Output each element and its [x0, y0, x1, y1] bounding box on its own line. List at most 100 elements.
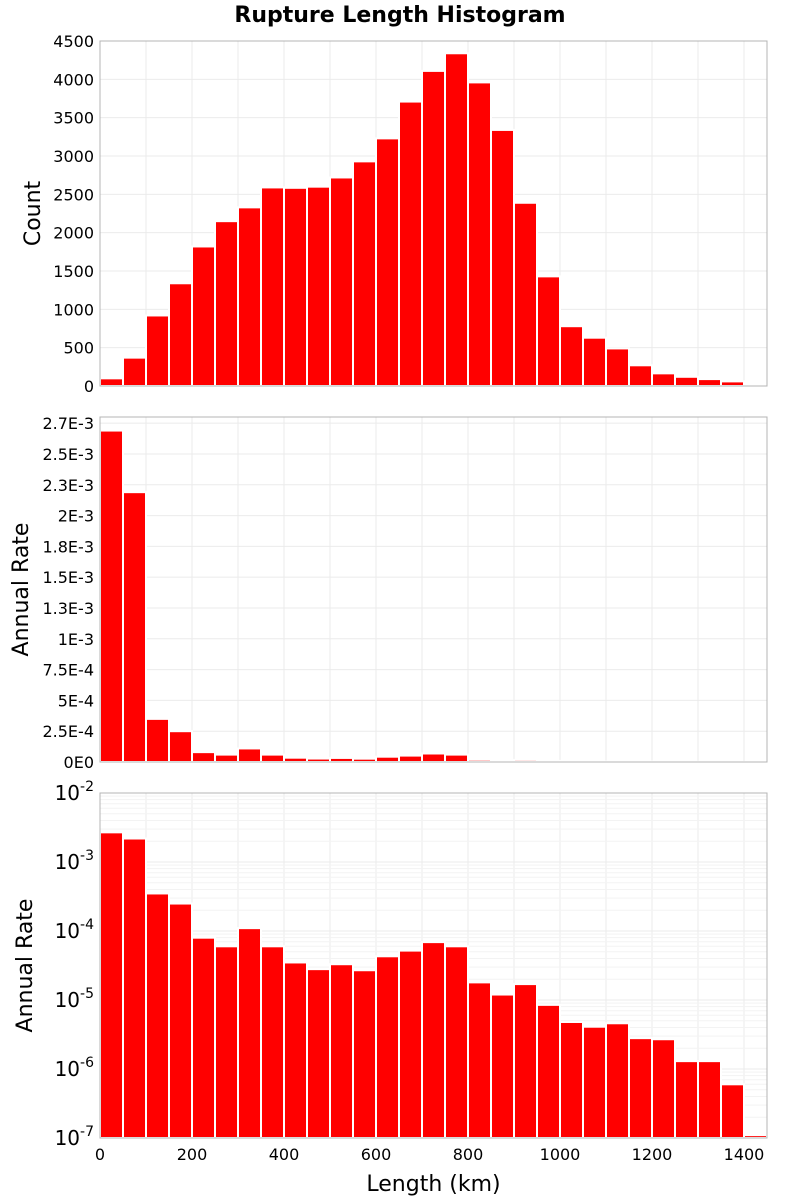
y-tick-label: 2.3E-3	[42, 476, 94, 495]
bar	[99, 377, 124, 388]
bar	[99, 429, 124, 763]
y-tick-label: 0	[84, 377, 94, 396]
bar	[214, 220, 239, 387]
y-tick-label: 10-2	[55, 779, 94, 805]
y-tick-label: 1000	[53, 300, 94, 319]
bar	[375, 137, 400, 387]
x-tick-label: 600	[361, 1145, 392, 1164]
y-tick-label: 7.5E-4	[42, 661, 94, 680]
bar	[191, 936, 216, 1139]
y-tick-label: 2.5E-4	[42, 722, 94, 741]
bar	[605, 1022, 630, 1140]
bar	[720, 380, 745, 387]
bar	[444, 52, 469, 388]
y-tick-label: 0E0	[64, 753, 94, 772]
bar	[237, 927, 262, 1140]
bar	[214, 753, 239, 763]
x-tick-label: 1000	[540, 1145, 581, 1164]
bar	[720, 1083, 745, 1140]
y-tick-label: 10-3	[55, 848, 94, 874]
bar	[674, 375, 699, 387]
y-tick-label: 1500	[53, 262, 94, 281]
bar	[421, 941, 446, 1139]
y-tick-label: 10-6	[55, 1055, 95, 1081]
y-tick-label: 10-5	[55, 986, 94, 1012]
bar	[398, 949, 423, 1139]
bar	[329, 176, 354, 387]
x-tick-label: 800	[453, 1145, 484, 1164]
bar	[490, 128, 515, 388]
bar	[651, 1038, 676, 1139]
bar	[559, 1020, 584, 1140]
bar	[697, 378, 722, 388]
y-tick-label: 2500	[53, 185, 94, 204]
bar	[490, 993, 515, 1139]
y-tick-label: 2E-3	[58, 507, 94, 526]
bar	[674, 1060, 699, 1140]
bar	[421, 752, 446, 764]
panel-rate-log: 10-7 10-6 10-5 10-4 10-3 10-2 Annual Rate 0 200 4…	[13, 779, 768, 1197]
bar	[605, 347, 630, 387]
bar	[628, 364, 653, 387]
bar	[283, 186, 308, 387]
y-tick-label: 1.5E-3	[42, 568, 94, 587]
bar	[628, 1037, 653, 1140]
bar	[329, 963, 354, 1139]
bar	[421, 69, 446, 388]
y-tick-label: 3500	[53, 109, 94, 128]
bar	[398, 754, 423, 763]
x-tick-label: 200	[177, 1145, 208, 1164]
bar	[513, 983, 538, 1139]
bar	[651, 372, 676, 388]
bar	[398, 100, 423, 387]
bar	[145, 892, 170, 1139]
bar	[582, 336, 607, 388]
bar	[145, 314, 170, 388]
y-tick-label: 4500	[53, 32, 94, 51]
plot-frame	[99, 416, 768, 763]
bar	[536, 1003, 561, 1140]
y-tick-label: 2.5E-3	[42, 445, 94, 464]
x-tick-label: 1200	[632, 1145, 673, 1164]
y-axis-label: Annual Rate	[13, 899, 38, 1033]
bar	[99, 831, 124, 1139]
y-tick-label: 2000	[53, 224, 94, 243]
y-axis-label: Annual Rate	[9, 523, 34, 657]
bar	[536, 275, 561, 387]
bar	[329, 756, 354, 763]
bar	[122, 356, 147, 387]
bar	[306, 757, 331, 763]
y-tick-label: 1E-3	[58, 630, 94, 649]
bar	[306, 968, 331, 1140]
bar	[375, 955, 400, 1139]
panel-rate-linear: 0E0 2.5E-4 5E-4 7.5E-4 1E-3 1.3E-3 1.5E-3 1.8E-…	[9, 414, 768, 772]
bar	[237, 747, 262, 763]
bar	[145, 717, 170, 763]
x-tick-label: 400	[269, 1145, 300, 1164]
x-tick-label: 0	[95, 1145, 105, 1164]
bar	[168, 902, 193, 1139]
x-tick-label: 1400	[724, 1145, 765, 1164]
bar	[582, 1025, 607, 1139]
bar	[467, 981, 492, 1139]
bar	[559, 325, 584, 388]
plot-frame	[99, 792, 768, 1139]
y-tick-label: 500	[63, 339, 94, 358]
y-tick-label: 1.3E-3	[42, 599, 94, 618]
bar	[168, 282, 193, 387]
bar	[352, 969, 377, 1139]
y-tick-label: 10-7	[55, 1124, 94, 1150]
y-tick-label: 10-4	[55, 917, 95, 943]
bar	[283, 756, 308, 763]
y-tick-label: 2.7E-3	[42, 414, 94, 433]
chart-title: Rupture Length Histogram	[234, 3, 565, 28]
bar	[352, 160, 377, 387]
bar	[444, 945, 469, 1139]
bar	[260, 945, 285, 1139]
bar	[237, 206, 262, 387]
bar	[444, 753, 469, 763]
bar	[168, 730, 193, 763]
y-tick-label: 5E-4	[58, 691, 94, 710]
